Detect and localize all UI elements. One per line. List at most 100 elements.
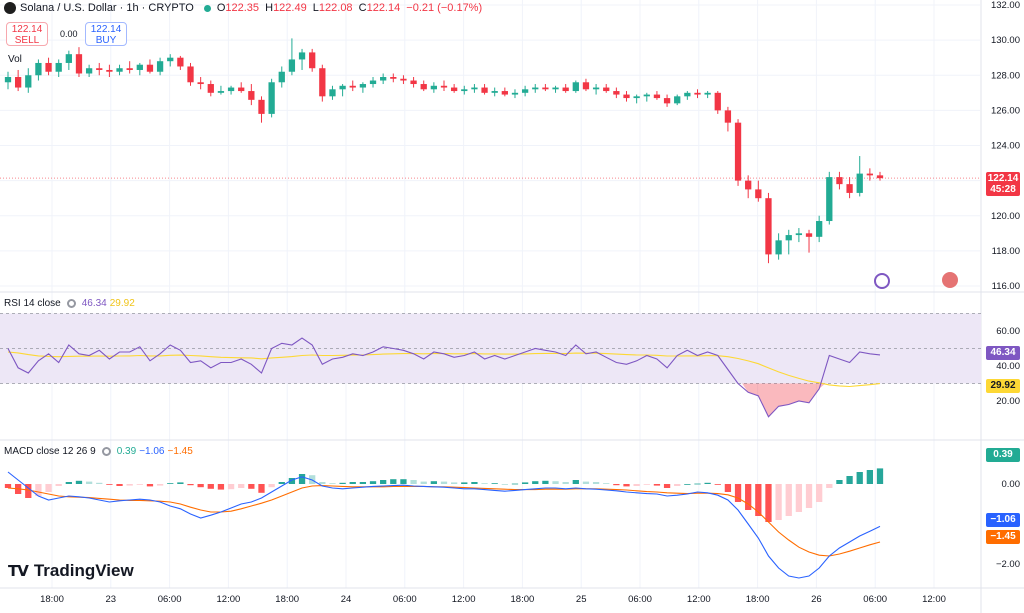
time-tick-label: 12:00 [922,594,946,605]
macd-histogram-bar [582,481,590,484]
rsi-legend[interactable]: RSI 14 close 46.34 29.92 [4,298,135,309]
candle [35,62,42,76]
candle [248,91,255,100]
settings-icon[interactable] [101,447,111,456]
volume-label[interactable]: Vol [8,54,22,65]
macd-histogram-bar [349,482,356,484]
last-price-badge: 122.14 45:28 [986,172,1020,196]
candle [866,173,874,176]
macd-histogram-bar [623,484,630,487]
time-tick-label: 18:00 [40,594,64,605]
macd-histogram-bar [85,481,93,484]
macd-histogram-bar [866,470,874,484]
macd-histogram-bar [643,484,650,485]
macd-histogram-bar [217,484,225,490]
time-tick-label: 26 [811,594,822,605]
buy-label: BUY [95,35,117,46]
sell-button[interactable]: 122.14 SELL [6,22,48,46]
macd-histogram-bar [146,484,154,487]
us-flag-icon[interactable] [942,272,958,288]
settings-icon[interactable] [66,299,76,308]
symbol-title[interactable]: Solana / U.S. Dollar · 1h · CRYPTO [20,2,194,14]
macd-histogram-bar [633,484,640,486]
candle [734,122,742,181]
candle [623,94,630,99]
candle [592,87,600,90]
ohlc-values: O122.35 H122.49 L122.08 C122.14 −0.21 (−… [216,2,483,14]
candle [643,94,650,97]
candle [177,57,184,67]
macd-histogram-bar [207,484,214,489]
candle [633,96,640,99]
macd-histogram-bar [359,482,367,484]
macd-histogram-bar [481,483,488,484]
close-value: 122.14 [366,2,401,14]
candle [96,68,103,70]
time-tick-label: 25 [576,594,587,605]
candle [876,175,884,179]
candle [390,77,397,79]
macd-histogram-bar [836,480,843,484]
candle [653,94,661,99]
candle [491,91,498,93]
candle [684,92,691,97]
macd-histogram-bar [704,482,711,484]
candle [359,84,367,88]
candle [694,92,701,95]
candle [187,66,194,83]
macd-histogram-bar [319,482,326,484]
price-tick-label: 120.00 [991,211,1020,222]
candle [268,82,275,114]
candle [329,89,336,97]
lightning-icon[interactable] [874,273,890,289]
candle [613,91,620,95]
candle [258,99,265,114]
macd-histogram-bar [724,484,732,492]
candle [45,62,52,72]
time-tick-label: 24 [341,594,352,605]
macd-histogram-bar [663,484,671,488]
macd-legend[interactable]: MACD close 12 26 9 0.39 −1.06 −1.45 [4,446,193,457]
price-tick-label: 132.00 [991,0,1020,11]
candle [349,85,356,88]
candle [319,68,326,97]
macd-histogram-bar [278,482,285,484]
macd-histogram-bar [227,484,235,490]
candle [552,87,559,90]
price-tick-label: 118.00 [992,246,1020,257]
macd-histogram-bar [755,484,762,516]
macd-histogram-bar [258,484,265,493]
candle [542,87,549,90]
candle [207,84,214,93]
candle [775,240,782,255]
macd-histogram-bar [511,483,519,485]
market-open-icon [203,4,211,12]
macd-histogram-bar [532,481,539,484]
tradingview-logo[interactable]: 𝗧𝗩 TradingView [8,561,134,581]
macd-histogram-bar [592,482,600,484]
candle [714,92,721,111]
candle [603,87,610,92]
candle [785,235,792,241]
macd-histogram-bar [55,484,62,486]
candle [724,110,732,123]
candle [805,233,813,237]
macd-histogram-bar [268,484,275,488]
solana-logo-icon [4,2,16,14]
candle [167,57,174,62]
macd-histogram-bar [826,484,833,488]
buy-button[interactable]: 122.14 BUY [85,22,127,46]
candle [288,59,296,72]
macd-histogram-bar [684,484,691,485]
candle [501,91,508,95]
candle [836,177,843,185]
candle [856,173,863,193]
candle [582,82,590,90]
candle [217,91,225,93]
candle [532,87,539,90]
price-tick-label: 126.00 [991,105,1020,116]
candle [339,85,346,90]
candle [440,85,448,88]
candle [400,78,407,81]
